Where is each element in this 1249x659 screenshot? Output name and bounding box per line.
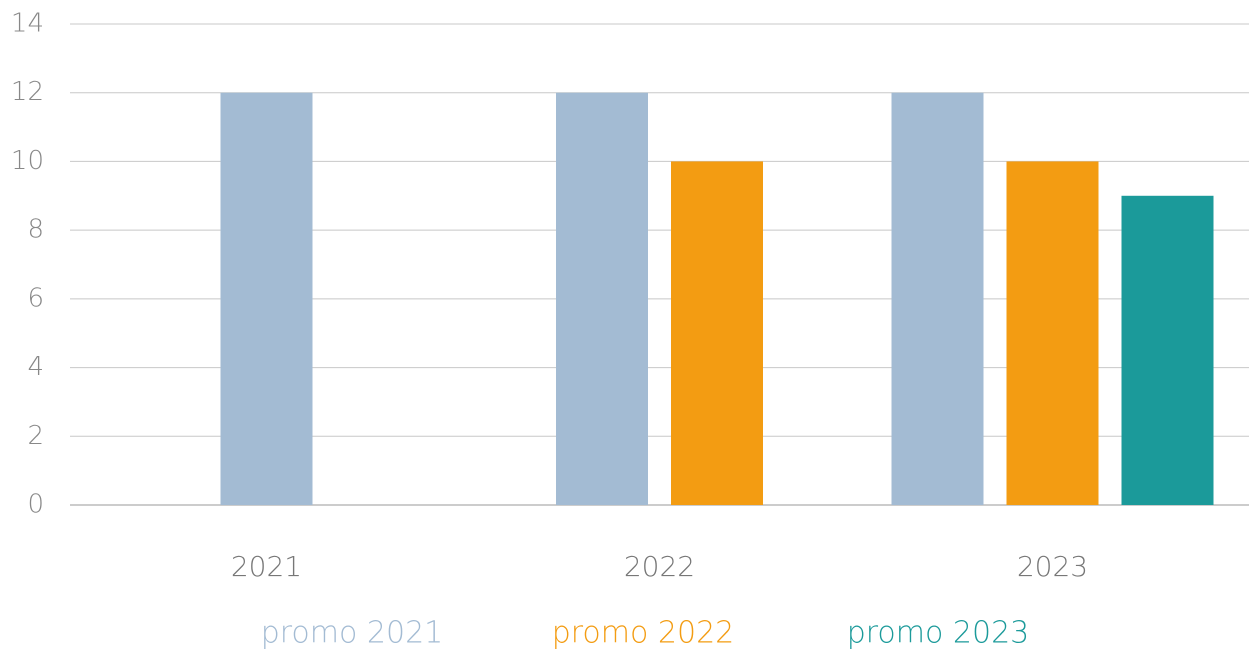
legend-label: promo 2021: [261, 616, 444, 651]
y-tick-label: 10: [11, 146, 44, 176]
y-tick-label: 6: [27, 283, 44, 313]
y-tick-label: 8: [27, 215, 44, 245]
y-tick-label: 12: [11, 77, 44, 107]
x-tick-label: 2022: [624, 550, 695, 583]
y-tick-label: 14: [11, 9, 44, 39]
bar: [671, 161, 763, 505]
legend-label: promo 2022: [552, 616, 735, 651]
y-tick-label: 4: [27, 352, 44, 382]
x-tick-label: 2021: [231, 550, 302, 583]
y-tick-label: 2: [27, 421, 44, 451]
x-tick-label: 2023: [1017, 550, 1088, 583]
y-tick-label: 0: [27, 490, 44, 520]
bar: [891, 92, 984, 505]
bar: [1006, 161, 1099, 505]
legend-label: promo 2023: [847, 616, 1030, 651]
bar: [220, 92, 313, 505]
bar: [1121, 195, 1214, 506]
bar: [556, 92, 648, 505]
